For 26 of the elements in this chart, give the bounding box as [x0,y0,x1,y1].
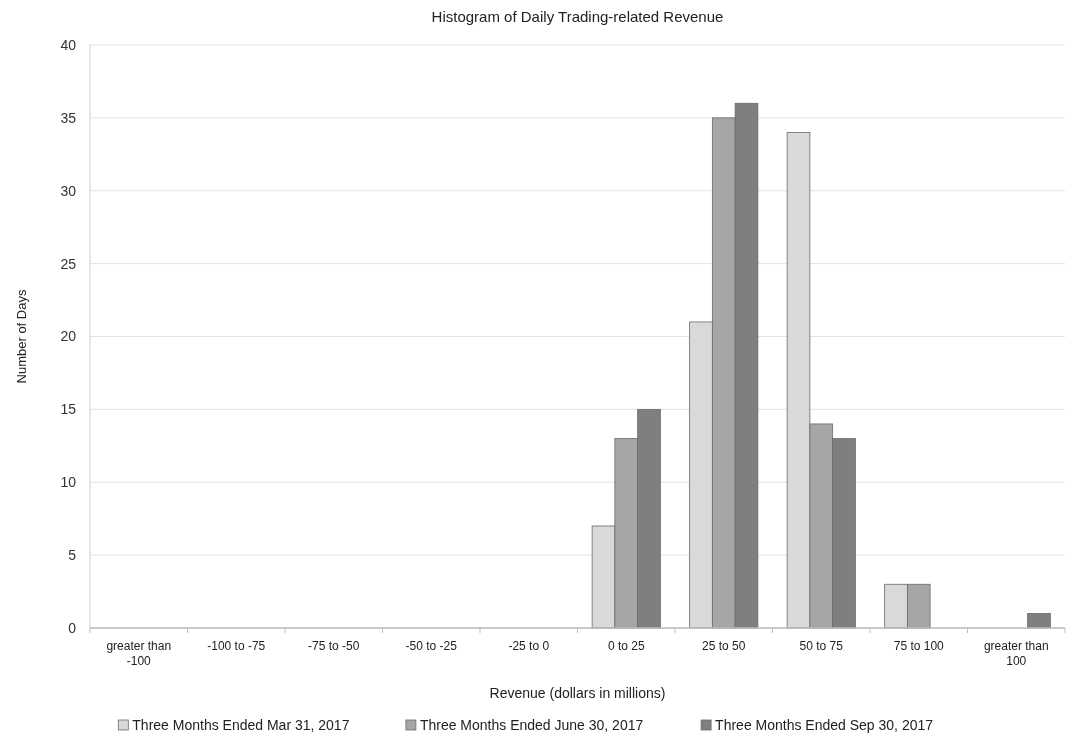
x-tick-label: -100 to -75 [207,639,266,653]
legend-label: Three Months Ended Mar 31, 2017 [132,717,350,733]
y-axis-title: Number of Days [14,289,29,384]
y-tick-label: 30 [60,182,77,199]
y-tick-label: 5 [68,547,77,564]
x-tick-label: -75 to -50 [308,639,360,653]
x-axis-title: Revenue (dollars in millions) [489,685,666,701]
x-tick-label: greater than -100 [106,639,172,668]
y-tick-label: 35 [60,109,77,126]
y-tick-label: 40 [60,36,77,53]
y-tick-label: 0 [68,619,77,636]
y-tick-label: 10 [60,474,77,491]
bar [1027,613,1051,629]
x-tick-label: 25 to 50 [702,639,746,653]
legend-label: Three Months Ended June 30, 2017 [419,717,644,733]
y-tick-label: 20 [60,328,77,345]
legend-label: Three Months Ended Sep 30, 2017 [715,717,934,733]
x-tick-label: 50 to 75 [799,639,844,653]
chart-title: Histogram of Daily Trading-related Revenue [431,8,724,25]
x-tick-label: -25 to 0 [508,639,550,653]
y-tick-label: 25 [60,255,77,272]
x-tick-label: 75 to 100 [893,639,945,653]
x-tick-label: greater than 100 [983,639,1049,668]
x-tick-label: 0 to 25 [607,639,645,653]
y-tick-label: 15 [60,401,77,418]
x-tick-label: -50 to -25 [405,639,458,653]
